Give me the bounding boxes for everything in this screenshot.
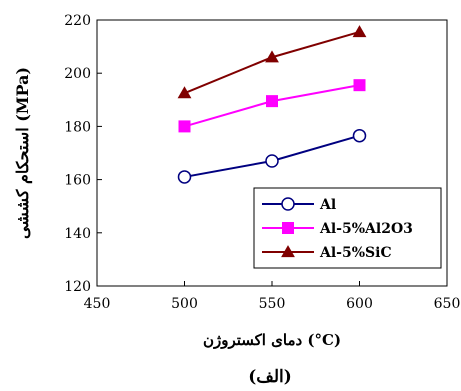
y-axis: 120 140 160 180 200 220	[64, 13, 102, 295]
series-group	[177, 25, 367, 184]
data-point	[265, 50, 279, 63]
y-tick-label: 160	[64, 173, 91, 189]
data-point	[177, 170, 192, 184]
y-tick-label: 120	[64, 279, 91, 295]
y-tick-label: 180	[64, 119, 91, 135]
legend-label: Al	[319, 197, 336, 213]
x-tick-label: 450	[84, 296, 111, 312]
series-2	[178, 79, 366, 133]
data-point	[352, 128, 367, 143]
legend-marker	[281, 197, 295, 211]
x-tick-label: 500	[171, 296, 198, 312]
legend-label: Al-5%SiC	[319, 245, 392, 261]
x-axis: 450 500 550 600 650	[84, 281, 461, 312]
data-point	[265, 154, 279, 168]
x-axis-label: دمای اکستروژن (°C)	[203, 331, 341, 349]
chart-caption: (الف)	[248, 367, 292, 387]
data-point	[177, 86, 192, 99]
legend: Al Al-5%Al2O3 Al-5%SiC	[253, 187, 442, 269]
legend-entry: Al-5%SiC	[262, 245, 392, 261]
legend-entry: Al-5%Al2O3	[262, 221, 413, 237]
data-point	[266, 95, 278, 108]
series-3	[177, 25, 367, 99]
series-1	[177, 128, 367, 184]
y-axis-label: استحکام کششی (MPa)	[13, 67, 33, 239]
x-tick-label: 650	[434, 296, 461, 312]
data-point	[352, 25, 367, 38]
y-tick-label: 200	[64, 66, 91, 82]
legend-marker	[282, 222, 294, 234]
legend-label: Al-5%Al2O3	[319, 221, 413, 237]
y-tick-label: 140	[64, 226, 91, 242]
y-tick-label: 220	[64, 13, 91, 29]
data-point	[178, 120, 191, 133]
legend-marker	[281, 245, 295, 258]
data-point	[353, 79, 366, 92]
x-tick-label: 600	[346, 296, 373, 312]
series-line	[184, 31, 360, 95]
legend-entry: Al	[262, 197, 336, 213]
x-tick-label: 550	[259, 296, 286, 312]
